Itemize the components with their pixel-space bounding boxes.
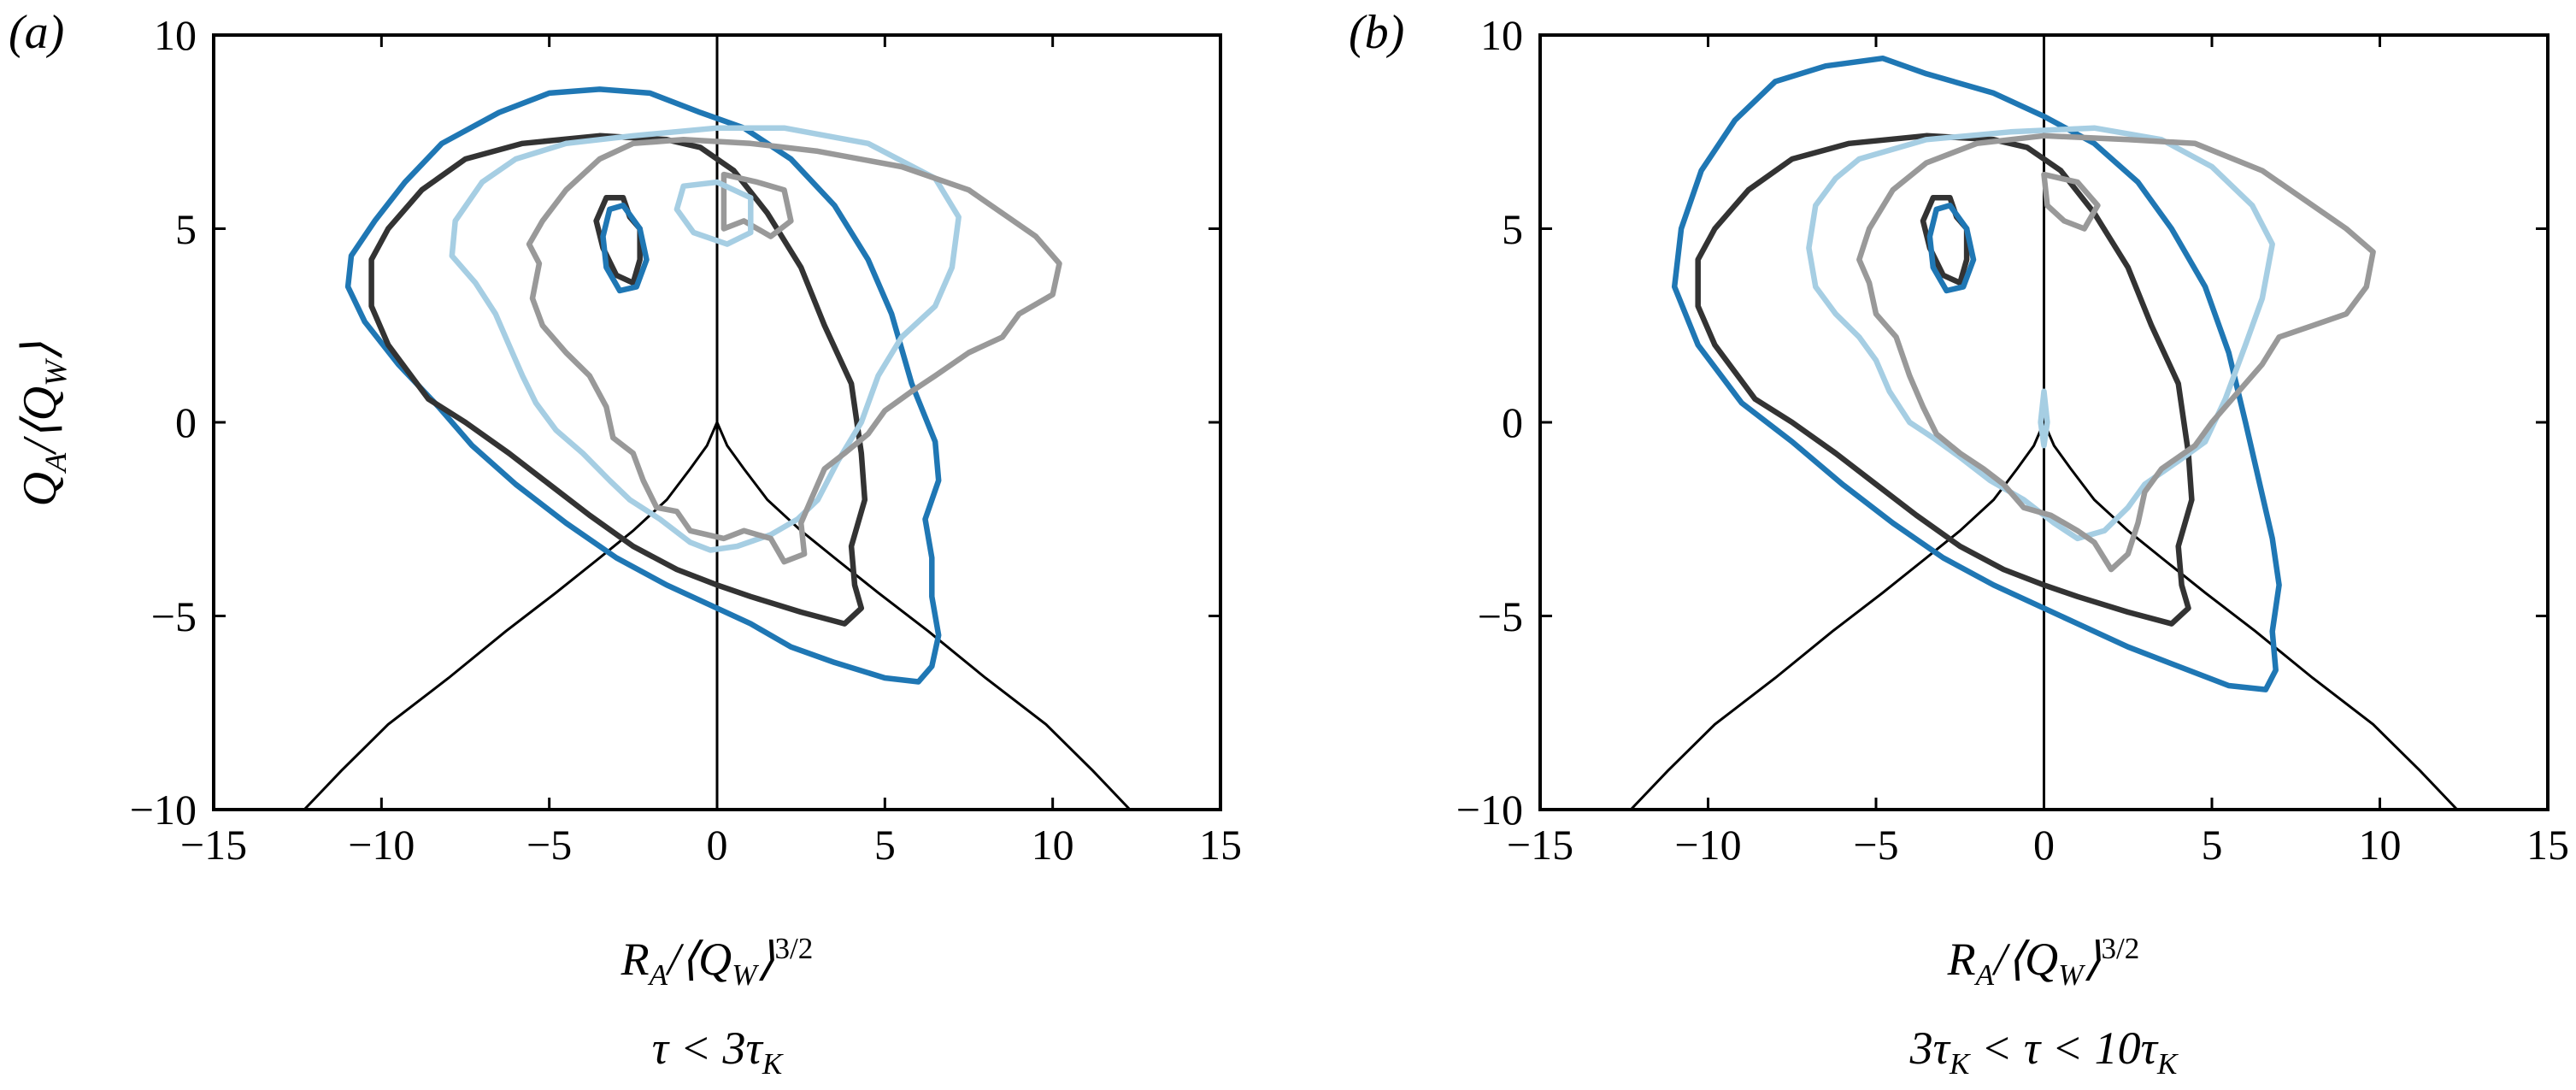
contour-inner-dark-loop [1920,195,1970,286]
contour-inner-dark-loop [593,195,643,286]
x-tick-label: 10 [1031,821,1074,869]
x-tick-label: −15 [1506,821,1574,869]
x-axis-label-a: RA/⟨QW⟩3/2 [620,932,814,992]
contour-outer-dark [368,133,868,627]
contour-outer-gray [1856,133,2376,573]
contour-inner-light-blue-sliver [2038,388,2050,449]
x-tick-label: −5 [526,821,573,869]
contour-outer-dark [1695,133,2195,627]
contour-outer-gray [526,137,1062,565]
y-tick-label: 5 [175,204,197,253]
vieillefosse-left [303,421,719,811]
x-tick-label: 0 [706,821,728,869]
contour-inner-gray-blob [2041,171,2101,232]
panel-a: (a) QA/⟨QW⟩ RA/⟨QW⟩3/2 τ < 3τK [9,6,1222,1081]
panel-label-a: (a) [9,6,65,59]
x-tick-label: 15 [1199,821,1242,869]
y-tick-label: 0 [1502,398,1523,446]
contour-inner-light-blue-blob [673,179,754,247]
y-tick-label: −10 [129,786,197,834]
x-tick-label: 5 [2201,821,2223,869]
x-axis-label-b: RA/⟨QW⟩3/2 [1947,932,2140,992]
caption-a: τ < 3τK [651,1022,783,1081]
contour-inner-blue-loop [600,203,650,294]
x-tick-label: −15 [179,821,248,869]
x-tick-label: −5 [1853,821,1899,869]
caption-b: 3τK < τ < 10τK [1909,1022,2178,1081]
x-tick-label: 5 [873,821,896,869]
contour-outer-light-blue [449,125,962,553]
x-tick-label: −10 [1674,821,1742,869]
vieillefosse-right [2043,421,2458,811]
panel-label-b: (b) [1349,6,1405,59]
y-tick-label: 5 [1502,204,1523,253]
y-tick-label: 10 [1480,11,1523,59]
y-tick-label: 0 [175,398,197,446]
y-tick-label: −10 [1456,786,1523,834]
y-tick-label: −5 [1477,592,1523,640]
y-tick-label: −5 [150,592,197,640]
contour-outer-blue [344,86,942,685]
vieillefosse-left [1630,421,2045,811]
contour-outer-blue [1671,55,2282,692]
y-tick-label: 10 [154,11,197,59]
x-tick-label: −10 [348,821,415,869]
x-tick-label: 10 [2358,821,2402,869]
x-tick-label: 15 [2526,821,2569,869]
contour-inner-gray-blob [720,171,794,239]
contour-inner-blue-loop [1926,203,1977,294]
x-tick-label: 0 [2033,821,2055,869]
contour-outer-light-blue [1806,125,2275,542]
